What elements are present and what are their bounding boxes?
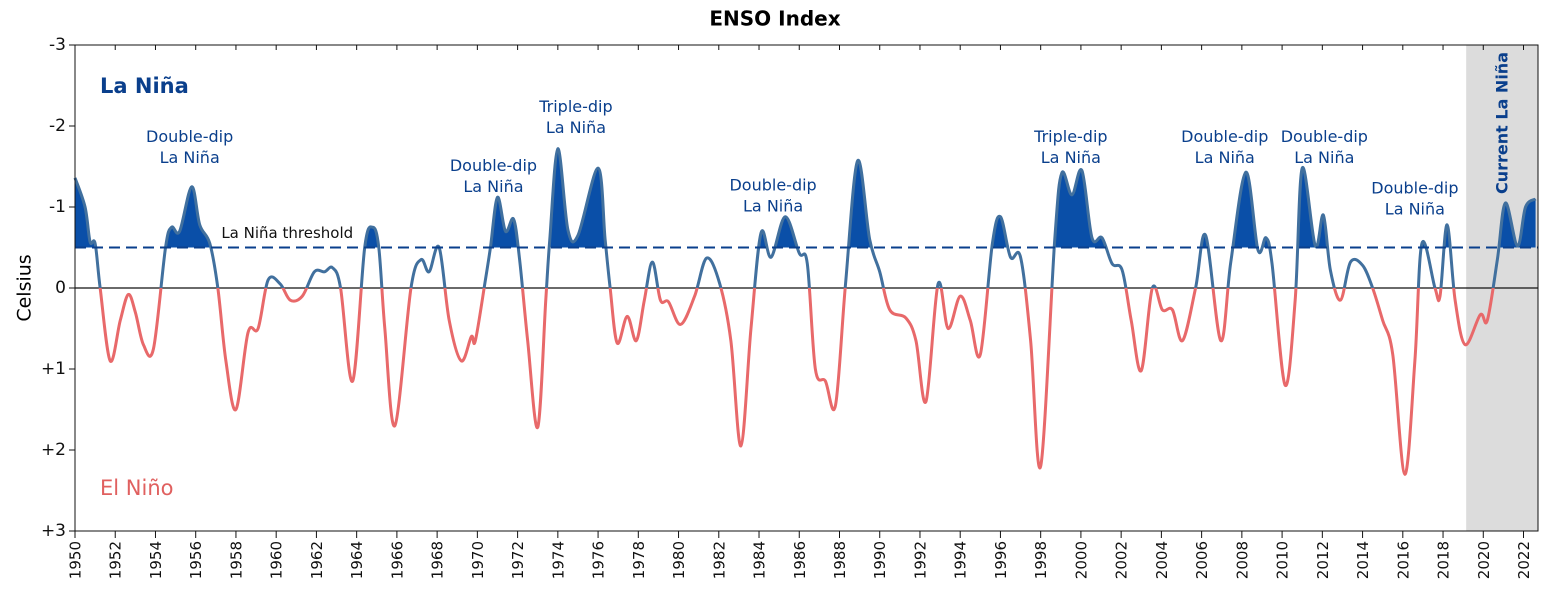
x-tick-label: 2018 (1435, 541, 1453, 579)
y-tick-label: -1 (49, 197, 66, 217)
annotation: La Niña (463, 177, 523, 196)
y-axis-label: Celsius (14, 254, 36, 321)
x-tick-label: 2014 (1354, 541, 1372, 579)
x-tick-label: 2004 (1153, 541, 1171, 579)
x-tick-label: 1982 (710, 541, 728, 579)
x-tick-label: 1960 (268, 541, 286, 579)
x-tick-label: 1956 (187, 541, 205, 579)
x-tick-label: 1976 (590, 541, 608, 579)
x-tick-label: 1984 (751, 541, 769, 579)
x-tick-label: 1988 (831, 541, 849, 579)
x-tick-label: 1964 (348, 541, 366, 579)
annotation: Double-dip (1371, 179, 1458, 198)
x-tick-label: 1990 (871, 541, 889, 579)
x-tick-label: 2020 (1475, 541, 1493, 579)
x-tick-label: 2010 (1274, 541, 1292, 579)
la-nina-fill (75, 148, 1536, 248)
x-tick-label: 1996 (992, 541, 1010, 579)
x-tick-label: 1950 (67, 541, 85, 579)
la-nina-label: La Niña (100, 74, 189, 98)
annotation: La Niña (1294, 148, 1354, 167)
el-nino-label: El Niño (100, 476, 173, 500)
annotation: Triple-dip (1033, 127, 1107, 146)
x-tick-label: 1998 (1032, 541, 1050, 579)
annotation: Double-dip (450, 156, 537, 175)
x-tick-label: 2022 (1515, 541, 1533, 579)
shaded-region-label: Current La Niña (1493, 52, 1512, 194)
x-tick-label: 1966 (388, 541, 406, 579)
x-tick-label: 1974 (549, 541, 567, 579)
x-tick-label: 1972 (509, 541, 527, 579)
enso-line (73, 147, 1537, 476)
x-tick-label: 1986 (791, 541, 809, 579)
x-tick-label: 2012 (1314, 541, 1332, 579)
x-tick-label: 2002 (1113, 541, 1131, 579)
chart-title: ENSO Index (709, 7, 840, 31)
y-tick-label: -3 (49, 35, 66, 55)
x-tick-label: 1958 (227, 541, 245, 579)
x-tick-label: 1980 (670, 541, 688, 579)
x-tick-label: 1970 (469, 541, 487, 579)
x-tick-label: 1978 (630, 541, 648, 579)
x-tick-label: 1962 (308, 541, 326, 579)
annotation: Double-dip (1181, 127, 1268, 146)
x-tick-label: 1994 (952, 541, 970, 579)
y-tick-label: +2 (41, 440, 66, 460)
threshold-label: La Niña threshold (221, 224, 353, 242)
annotation: La Niña (160, 148, 220, 167)
y-tick-label: 0 (55, 278, 66, 298)
annotation: La Niña (1195, 148, 1255, 167)
annotation: Double-dip (729, 175, 816, 194)
y-tick-label: +3 (41, 521, 66, 541)
x-tick-label: 2000 (1072, 541, 1090, 579)
y-tick-label: -2 (49, 116, 66, 136)
annotation: La Niña (1385, 200, 1445, 219)
annotation: Double-dip (1281, 127, 1368, 146)
y-tick-label: +1 (41, 359, 66, 379)
x-tick-label: 1992 (911, 541, 929, 579)
x-tick-label: 2016 (1394, 541, 1412, 579)
x-tick-label: 2006 (1193, 541, 1211, 579)
annotation: La Niña (546, 118, 606, 137)
annotation: Triple-dip (538, 97, 612, 116)
x-tick-label: 1968 (429, 541, 447, 579)
x-tick-label: 1952 (107, 541, 125, 579)
annotation: Double-dip (146, 127, 233, 146)
annotation: La Niña (743, 196, 803, 215)
x-tick-label: 1954 (147, 541, 165, 579)
annotation: La Niña (1041, 148, 1101, 167)
x-tick-label: 2008 (1233, 541, 1251, 579)
